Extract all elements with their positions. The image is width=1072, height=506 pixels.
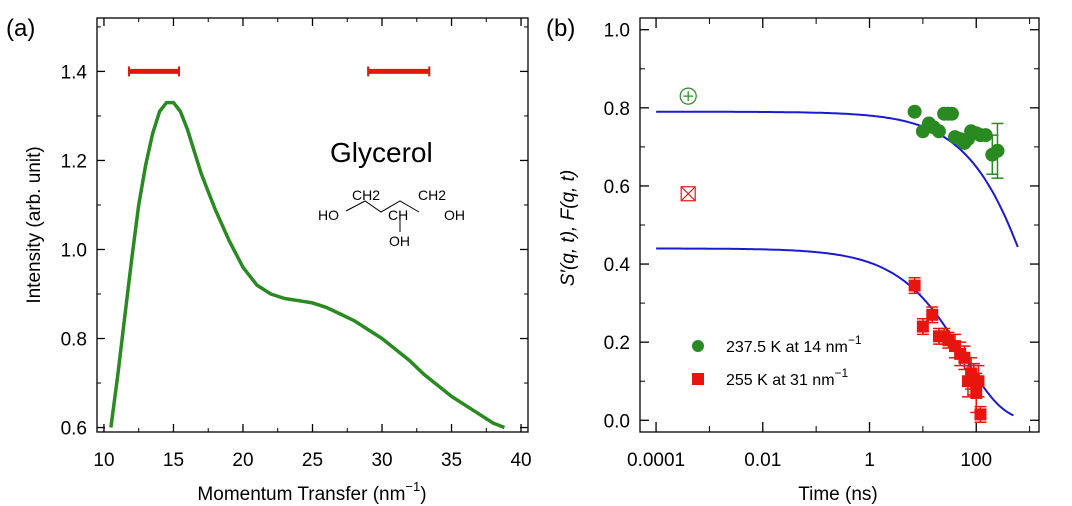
legend-red-text: 255 K at 31 nm bbox=[726, 372, 835, 389]
panel-a-annotation: Glycerol bbox=[330, 137, 433, 168]
panel-a-frame bbox=[96, 17, 529, 433]
data-point-green bbox=[990, 143, 1005, 158]
panel-b-errorbars bbox=[908, 122, 1004, 423]
open-circle-marker bbox=[679, 87, 697, 105]
fit-curve bbox=[656, 247, 1014, 417]
a-ytick-label: 1.0 bbox=[61, 240, 87, 261]
data-point-red bbox=[974, 408, 987, 421]
a-xtick-label: 40 bbox=[510, 450, 531, 471]
panel-a-ylabel: Intensity (arb. unit) bbox=[24, 146, 45, 303]
b-xtick-label: 1 bbox=[864, 450, 875, 471]
a-ytick-label: 1.2 bbox=[61, 151, 87, 172]
open-square-marker bbox=[680, 186, 696, 202]
panel-b-xlabel: Time (ns) bbox=[798, 484, 878, 505]
mol-oh-bottom: OH bbox=[389, 233, 410, 249]
data-point-red bbox=[958, 351, 971, 364]
mol-ho: HO bbox=[318, 207, 339, 223]
mol-ch2-left: CH2 bbox=[352, 187, 380, 203]
panel-a: (a) 10 15 20 25 30 35 40 0.6 0.8 1.0 1.2 1.4 Intens… bbox=[6, 15, 532, 505]
panel-b-ylabel: S′(q, t), F(q, t) bbox=[558, 170, 579, 287]
glycerol-structure: HO CH2 CH CH2 OH OH bbox=[318, 187, 465, 249]
intensity-curve bbox=[109, 100, 506, 430]
fit-curve bbox=[656, 110, 1019, 248]
panel-b-ticks: 0.0001 0.01 1 100 0.0 0.2 0.4 0.6 0.8 1.0 bbox=[604, 18, 1039, 471]
panel-a-xlabel: Momentum Transfer (nm−1) bbox=[197, 479, 426, 505]
a-xtick-label: 10 bbox=[93, 450, 114, 471]
data-point-red bbox=[926, 308, 939, 321]
mol-ch2-right: CH2 bbox=[418, 187, 446, 203]
panel-a-xlabel-main: Momentum Transfer (nm bbox=[197, 484, 405, 505]
panel-b-label: (b) bbox=[546, 15, 575, 42]
panel-b: (b) 0.0001 0.01 1 100 0.0 0.2 0.4 0.6 0.8 1.0 S′(… bbox=[546, 15, 1040, 505]
glycerol-bonds bbox=[345, 200, 420, 213]
panel-a-label: (a) bbox=[6, 15, 35, 42]
data-point-red bbox=[972, 375, 985, 388]
mol-ch: CH bbox=[388, 207, 408, 223]
open-square-x2 bbox=[680, 186, 696, 202]
a-xtick-label: 35 bbox=[441, 450, 462, 471]
panel-a-lines bbox=[109, 100, 506, 430]
a-xtick-label: 15 bbox=[163, 450, 184, 471]
a-ytick-label: 0.6 bbox=[61, 419, 87, 440]
legend-red-sup: −1 bbox=[835, 366, 849, 380]
b-ytick-label: 0.4 bbox=[604, 255, 631, 276]
b-ytick-label: 0.6 bbox=[604, 177, 630, 198]
legend-marker-green bbox=[692, 340, 704, 352]
legend-marker-red bbox=[692, 373, 704, 385]
panel-a-ticks: 10 15 20 25 30 35 40 0.6 0.8 1.0 1.2 1.4 bbox=[61, 18, 532, 471]
legend-green-text: 237.5 K at 14 nm bbox=[726, 339, 848, 356]
a-ytick-label: 0.8 bbox=[61, 330, 87, 351]
data-point-green bbox=[944, 106, 959, 121]
legend-label-red: 255 K at 31 nm−1 bbox=[726, 366, 849, 389]
a-xtick-label: 20 bbox=[232, 450, 253, 471]
b-xtick-label: 0.0001 bbox=[627, 450, 685, 471]
b-xtick-label: 100 bbox=[960, 450, 992, 471]
legend-label-green: 237.5 K at 14 nm−1 bbox=[726, 333, 862, 356]
panel-b-legend: 237.5 K at 14 nm−1 255 K at 31 nm−1 bbox=[692, 333, 862, 389]
a-ytick-label: 1.4 bbox=[61, 62, 88, 83]
b-xtick-label: 0.01 bbox=[744, 450, 781, 471]
b-ytick-label: 0.2 bbox=[604, 333, 630, 354]
panel-b-open-markers bbox=[679, 87, 697, 202]
data-point-red bbox=[916, 320, 929, 333]
panel-a-xlabel-sup: −1 bbox=[405, 479, 420, 494]
a-xtick-label: 30 bbox=[371, 450, 392, 471]
data-point-red bbox=[970, 386, 983, 399]
data-point-green bbox=[978, 128, 993, 143]
a-xtick-label: 25 bbox=[302, 450, 323, 471]
data-point-red bbox=[908, 279, 921, 292]
panel-b-points bbox=[907, 104, 1005, 421]
panel-a-xlabel-close: ) bbox=[420, 484, 426, 505]
b-ytick-label: 1.0 bbox=[604, 21, 630, 42]
mol-oh-right: OH bbox=[444, 207, 465, 223]
data-point-green bbox=[907, 104, 922, 119]
legend-green-sup: −1 bbox=[848, 333, 862, 347]
panel-a-ranges bbox=[127, 66, 431, 77]
b-ytick-label: 0.8 bbox=[604, 99, 630, 120]
b-ytick-label: 0.0 bbox=[604, 411, 630, 432]
data-point-green bbox=[931, 124, 946, 139]
